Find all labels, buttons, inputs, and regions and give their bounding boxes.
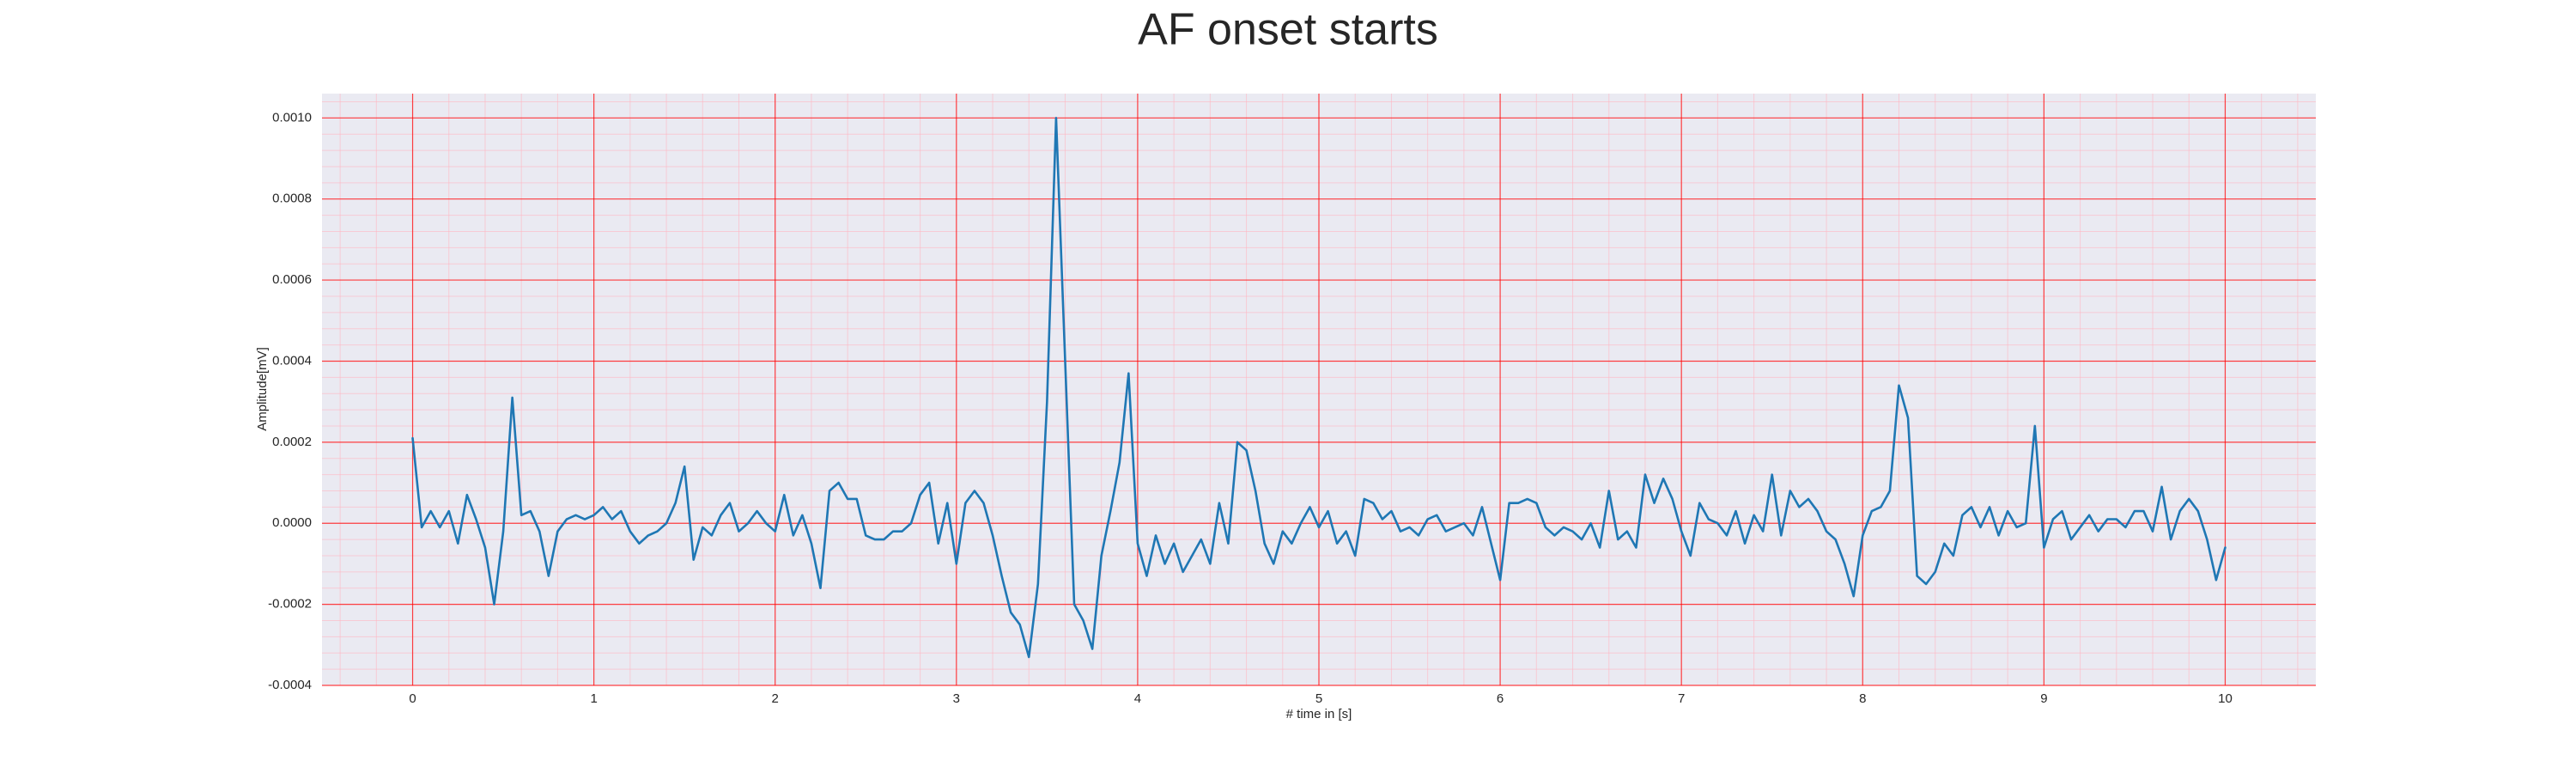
y-tick-label: -0.0002 <box>268 597 312 612</box>
x-tick-label: 7 <box>1678 691 1685 706</box>
y-tick-label: 0.0000 <box>272 515 312 530</box>
tick-labels: 0 1 2 3 4 5 6 7 8 9 10 -0.0004 -0.0002 0.0000 0.0002 0.… <box>268 110 2233 706</box>
x-tick-label: 4 <box>1134 691 1141 706</box>
x-tick-label: 0 <box>409 691 416 706</box>
x-tick-label: 5 <box>1315 691 1322 706</box>
y-tick-label: -0.0004 <box>268 678 312 692</box>
y-tick-label: 0.0006 <box>272 272 312 287</box>
x-tick-label: 8 <box>1859 691 1866 706</box>
plot-lines <box>411 117 2227 659</box>
x-tick-label: 2 <box>772 691 779 706</box>
y-tick-label: 0.0004 <box>272 353 312 368</box>
x-axis-label: # time in [s] <box>1286 707 1352 721</box>
y-tick-label: 0.0002 <box>272 435 312 449</box>
chart-title: AF onset starts <box>1138 5 1438 55</box>
x-tick-label: 10 <box>2218 691 2233 706</box>
y-axis-label: Amplitude[mV] <box>255 347 270 431</box>
x-tick-label: 6 <box>1497 691 1504 706</box>
x-tick-label: 1 <box>590 691 597 706</box>
y-tick-label: 0.0008 <box>272 192 312 206</box>
x-tick-label: 9 <box>2040 691 2047 706</box>
x-tick-label: 3 <box>953 691 960 706</box>
series-line <box>411 117 2227 659</box>
y-tick-label: 0.0010 <box>272 110 312 125</box>
